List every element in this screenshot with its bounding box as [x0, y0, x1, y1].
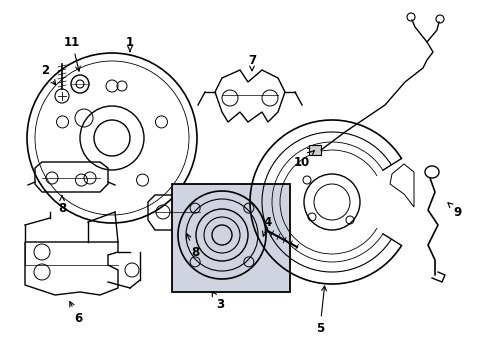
Text: 9: 9 — [447, 203, 461, 219]
Text: 1: 1 — [126, 36, 134, 51]
Text: 10: 10 — [293, 150, 314, 168]
Text: 8: 8 — [58, 196, 66, 215]
Text: 4: 4 — [262, 216, 271, 236]
Text: 2: 2 — [41, 63, 56, 85]
Text: 3: 3 — [212, 292, 224, 311]
Text: 5: 5 — [315, 286, 325, 334]
Text: 6: 6 — [70, 302, 82, 324]
Text: 8: 8 — [186, 234, 199, 258]
Text: 11: 11 — [64, 36, 80, 71]
Bar — [308, 145, 320, 155]
Bar — [172, 184, 289, 292]
Text: 7: 7 — [247, 54, 256, 71]
